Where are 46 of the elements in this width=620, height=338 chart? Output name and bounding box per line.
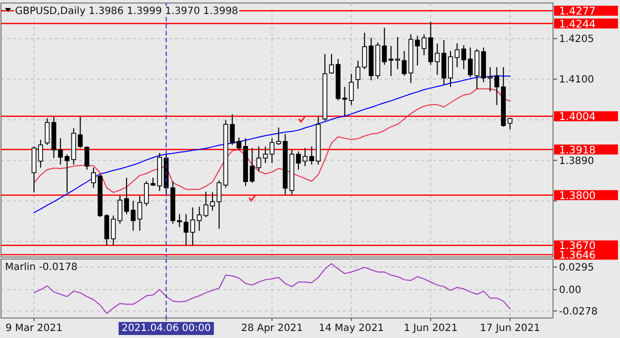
candlestick	[309, 146, 314, 166]
ref-line-label: 1.3646	[559, 249, 596, 262]
candlestick	[348, 73, 354, 106]
candlestick	[110, 215, 116, 246]
candlestick	[44, 118, 50, 146]
chart-title: Marlin -0.0178	[5, 262, 78, 273]
candlestick	[468, 46, 473, 78]
y-tick-label: 1.4100	[559, 74, 594, 86]
candlestick	[190, 207, 196, 246]
ref-line-label: 1.4244	[559, 18, 596, 30]
line-series	[34, 88, 510, 193]
candlestick	[402, 50, 407, 76]
candlestick	[342, 86, 348, 117]
y-tick-label: 1.3890	[559, 156, 594, 167]
candlestick	[196, 206, 202, 232]
candlestick	[104, 214, 110, 246]
y-tick-label: -0.0278	[559, 306, 598, 318]
candlestick	[256, 146, 262, 172]
candlestick	[461, 44, 466, 70]
candlestick	[130, 200, 136, 232]
candlestick	[78, 116, 83, 148]
y-tick-label: 1.4205	[559, 34, 594, 46]
candlestick	[494, 66, 500, 106]
x-tick-label: 2021.04.06 00:00	[122, 323, 211, 334]
x-tick-label: 1 Jun 2021	[404, 323, 458, 334]
candlestick	[184, 214, 188, 246]
ref-line-label: 1.4277	[559, 6, 596, 18]
ref-line-label: 1.4004	[559, 111, 596, 124]
line-series	[34, 263, 510, 314]
x-tick-label: 17 Jun 2021	[480, 323, 540, 334]
candlestick	[137, 195, 142, 232]
candlestick	[250, 147, 255, 184]
candlestick	[428, 21, 434, 66]
y-tick-label: 0.0295	[559, 262, 594, 274]
line-series	[34, 75, 510, 214]
candlestick	[488, 66, 493, 92]
x-tick-label: 14 May 2021	[318, 323, 384, 334]
candlestick	[84, 146, 90, 170]
chart-title: GBPUSD,Daily 1.3986 1.3999 1.3970 1.3998	[15, 6, 238, 17]
candlestick	[230, 114, 235, 146]
candlestick	[434, 43, 440, 76]
y-tick-label: 0.00	[559, 285, 582, 296]
ref-line-label: 1.3800	[559, 190, 596, 202]
ref-line-label: 1.3918	[559, 144, 596, 156]
x-tick-label: 9 Mar 2021	[5, 323, 63, 334]
x-tick-label: 28 Apr 2021	[241, 323, 303, 334]
